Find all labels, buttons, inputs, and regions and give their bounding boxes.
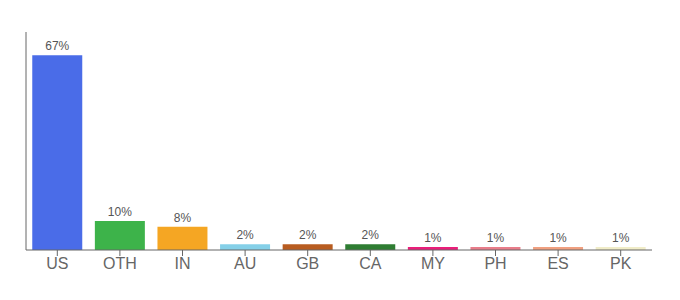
svg-text:2%: 2% [299, 228, 317, 242]
svg-text:PH: PH [484, 255, 506, 272]
svg-text:IN: IN [175, 255, 191, 272]
svg-text:PK: PK [610, 255, 632, 272]
svg-text:1%: 1% [549, 231, 567, 245]
svg-text:MY: MY [421, 255, 445, 272]
svg-text:ES: ES [547, 255, 568, 272]
svg-text:10%: 10% [108, 205, 132, 219]
svg-text:2%: 2% [236, 228, 254, 242]
svg-text:OTH: OTH [103, 255, 137, 272]
svg-text:8%: 8% [174, 211, 192, 225]
svg-text:AU: AU [234, 255, 256, 272]
svg-text:1%: 1% [487, 231, 505, 245]
svg-text:67%: 67% [45, 39, 69, 53]
svg-text:2%: 2% [362, 228, 380, 242]
svg-text:US: US [46, 255, 68, 272]
svg-text:GB: GB [296, 255, 319, 272]
svg-text:1%: 1% [424, 231, 442, 245]
svg-text:1%: 1% [612, 231, 630, 245]
svg-text:CA: CA [359, 255, 382, 272]
